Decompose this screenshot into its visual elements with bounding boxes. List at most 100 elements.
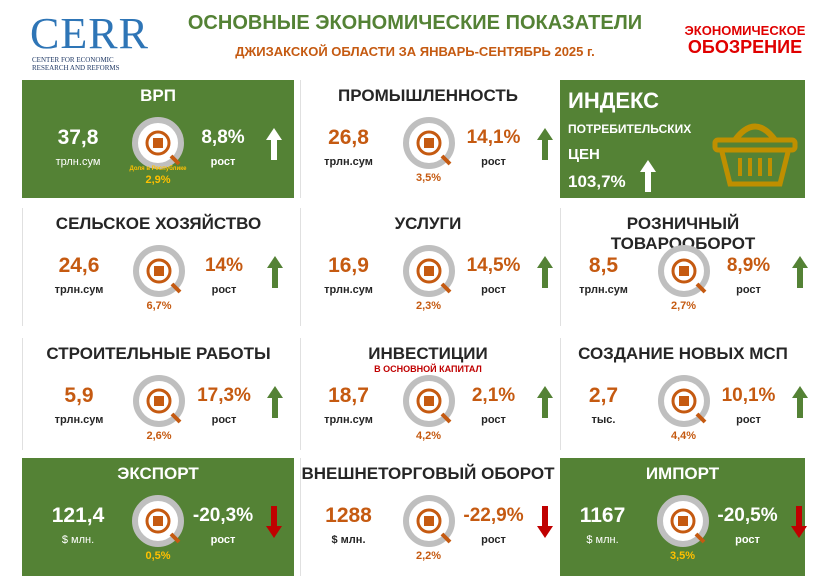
card: ПРОМЫШЛЕННОСТЬ 26,8 трлн.сум 3,5% 14,1% рост [300,80,555,198]
card-value: 8,5 [588,254,619,277]
arrow-part [267,256,283,288]
card: ВНЕШНЕТОРГОВЫЙ ОБОРОТ 1288 $ млн. 2,2% -22,9… [300,458,555,576]
card-share: 4,2% [415,430,442,442]
brand: ЭКОНОМИЧЕСКОЕ ОБОЗРЕНИЕ [680,22,810,56]
icon-part [656,495,709,547]
card-growth-label: рост [211,284,237,296]
icon-part [132,495,184,547]
icon-part [416,508,441,534]
icon-part [402,245,455,297]
card: СЕЛЬСКОЕ ХОЗЯЙСТВО 24,6 трлн.сум 6,7% 14% рос… [22,208,294,326]
card-growth: 14,5% [466,255,521,276]
icon-part [671,388,696,414]
card-growth: 2,1% [471,385,516,406]
logo-line: CENTER FOR ECONOMIC [32,56,114,64]
card-title: СТРОИТЕЛЬНЫЕ РАБОТЫ [46,344,271,363]
card-title: УСЛУГИ [394,214,462,233]
card: ЭКСПОРТ 121,4 $ млн. 0,5% -20,3% рост [22,458,294,576]
card-growth: -20,3% [192,505,254,526]
arrow-part [791,256,808,288]
card: СТРОИТЕЛЬНЫЕ РАБОТЫ 5,9 трлн.сум 2,6% 17,3% р… [22,338,294,450]
card-value: 1288 [325,504,372,527]
icon [656,494,710,553]
icon [657,244,711,303]
card-growth-label: рост [481,534,506,546]
card-title: ВНЕШНЕТОРГОВЫЙ ОБОРОТ [301,464,555,483]
card-value: 121,4 [51,504,105,527]
brand-line: ОБОЗРЕНИЕ [687,37,803,57]
arrow-part [536,256,553,288]
card-title: СЕЛЬСКОЕ ХОЗЯЙСТВО [55,214,262,233]
card-value: 18,7 [328,384,369,407]
card-share-note: Доля в Республике [129,166,187,172]
card-growth: 14% [204,255,244,276]
card-growth-label: рост [210,534,236,546]
icon [402,374,456,433]
card-unit: трлн.сум [324,156,373,168]
arrow-part [266,506,282,538]
card-value: 2,7 [588,384,619,407]
icon [131,116,185,175]
card: СОЗДАНИЕ НОВЫХ МСП 2,7 тыс. 4,4% 10,1% рост [560,338,808,450]
icon-part [670,508,695,534]
icon-part [423,138,434,148]
basket-icon-part [732,123,778,142]
icon-part [423,396,434,406]
arrow-part [267,386,283,418]
arrow [536,256,553,293]
card-title: ПРОМЫШЛЕННОСТЬ [338,86,518,105]
icon-part [402,495,455,547]
card-growth-label: рост [736,414,761,426]
icon-part [440,282,451,294]
icon [132,244,186,303]
icon-part [153,516,163,526]
icon-part [671,258,696,284]
title: ОСНОВНЫЕ ЭКОНОМИЧЕСКИЕ ПОКАЗАТЕЛИ [187,12,643,34]
arrow-part [640,160,656,192]
card-share: 2,3% [415,300,442,312]
icon-part [133,375,185,427]
subtitle: ДЖИЗАКСКОЙ ОБЛАСТИ ЗА ЯНВАРЬ-СЕНТЯБРЬ 20… [235,44,595,59]
arrow-part [267,386,283,418]
arrow-part [536,386,553,418]
arrow [791,386,808,423]
card-share: 2,2% [415,550,442,562]
brand-line: ЭКОНОМИЧЕСКОЕ [684,23,806,38]
icon-part [416,388,441,414]
icon-part [154,266,164,276]
icon-part [440,154,451,166]
arrow [267,256,283,293]
card-share: 0,5% [145,550,171,562]
card-title-line: ИНДЕКС [568,88,660,113]
card-unit: трлн.сум [579,284,628,296]
card-share: 2,9% [145,174,171,186]
card-unit: $ млн. [586,534,619,546]
card-growth: 14,1% [466,127,521,148]
card-unit: трлн.сум [324,414,373,426]
icon-part [657,375,710,427]
logo-line: RESEARCH AND REFORMS [32,64,120,72]
arrow-part [790,506,807,538]
arrow [790,506,807,543]
icon-part [423,516,434,526]
card-unit: трлн.сум [54,284,104,296]
card: УСЛУГИ 16,9 трлн.сум 2,3% 14,5% рост [300,208,555,326]
card-title: ИНВЕСТИЦИИ [368,344,488,363]
arrow-part [266,506,282,538]
icon [132,374,186,433]
card-growth-label: рост [481,156,506,168]
basket-icon-part [719,151,791,187]
card-title-line: ЦЕН [568,146,600,163]
card-share: 2,6% [146,430,172,442]
arrow [791,256,808,293]
arrow-part [536,256,553,288]
card-title-line: ПОТРЕБИТЕЛЬСКИХ [568,122,692,136]
card-value: 26,8 [328,126,369,149]
icon [131,494,185,553]
icon [657,374,711,433]
icon [402,494,456,553]
card-share: 3,5% [415,172,442,184]
card-growth-label: рост [735,534,760,546]
arrow-part [791,386,808,418]
